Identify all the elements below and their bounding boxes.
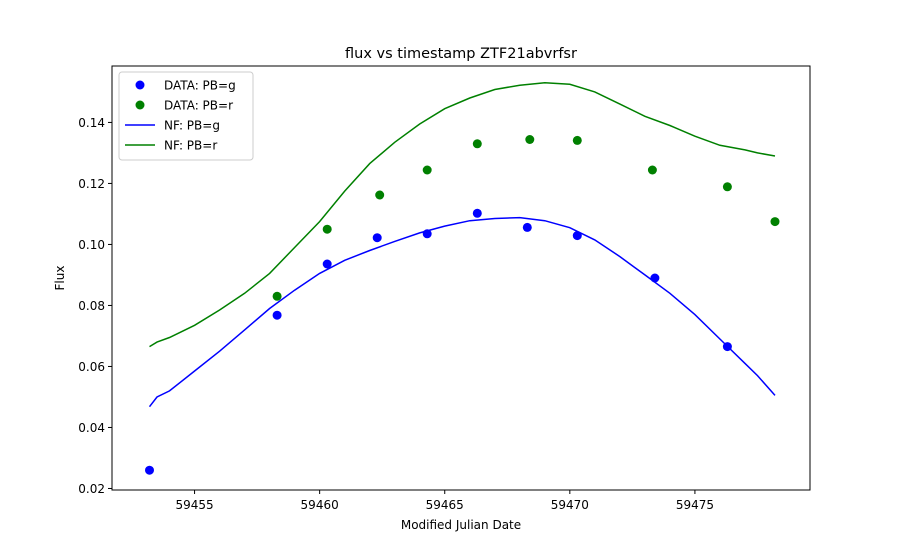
series-line-3 bbox=[149, 82, 776, 348]
y-tick-label-1: 0.04 bbox=[78, 421, 105, 435]
data-point-0-7 bbox=[572, 231, 582, 241]
legend-marker-1 bbox=[135, 100, 145, 110]
data-point-0-6 bbox=[522, 222, 532, 232]
data-point-1-9 bbox=[770, 217, 780, 227]
legend: DATA: PB=g DATA: PB=r NF: PB=g NF: PB=r bbox=[118, 71, 254, 161]
chart-title: flux vs timestamp ZTF21abvrfsr bbox=[345, 46, 577, 62]
data-point-1-6 bbox=[572, 135, 582, 145]
data-point-0-8 bbox=[650, 273, 660, 283]
data-point-1-2 bbox=[375, 190, 385, 200]
data-point-0-3 bbox=[372, 233, 382, 243]
x-axis-label: Modified Julian Date bbox=[401, 518, 521, 532]
y-axis-label: Flux bbox=[53, 266, 67, 291]
legend-marker-0 bbox=[135, 80, 145, 90]
data-point-0-4 bbox=[422, 229, 432, 239]
legend-frame bbox=[118, 71, 254, 161]
y-tick-label-5: 0.12 bbox=[78, 177, 105, 191]
y-tick-label-2: 0.06 bbox=[78, 360, 105, 374]
data-point-0-0 bbox=[145, 465, 154, 475]
legend-label-2: NF: PB=g bbox=[164, 119, 220, 133]
x-tick-label-2: 59465 bbox=[426, 498, 464, 512]
plot-area bbox=[145, 82, 780, 475]
y-tick-label-0: 0.02 bbox=[78, 482, 105, 496]
y-axis: 0.02 0.04 0.06 0.08 0.10 0.12 0.14 bbox=[78, 116, 112, 496]
data-point-1-8 bbox=[722, 182, 732, 192]
plot-frame bbox=[111, 65, 811, 491]
data-point-1-4 bbox=[472, 139, 482, 149]
data-point-0-5 bbox=[472, 208, 482, 218]
data-point-1-5 bbox=[525, 135, 535, 144]
legend-label-0: DATA: PB=g bbox=[164, 79, 236, 93]
data-point-0-1 bbox=[272, 310, 282, 320]
data-point-1-3 bbox=[422, 165, 432, 175]
x-tick-label-0: 59455 bbox=[175, 498, 213, 512]
y-tick-label-3: 0.08 bbox=[78, 299, 105, 313]
x-tick-label-3: 59470 bbox=[551, 498, 589, 512]
legend-label-1: DATA: PB=r bbox=[164, 99, 233, 113]
y-tick-label-6: 0.14 bbox=[78, 116, 105, 130]
data-point-0-9 bbox=[722, 342, 732, 352]
data-point-1-7 bbox=[647, 165, 657, 175]
y-tick-label-4: 0.10 bbox=[78, 238, 105, 252]
x-axis: 59455 59460 59465 59470 59475 bbox=[175, 490, 714, 512]
data-point-1-1 bbox=[322, 224, 332, 234]
data-point-1-0 bbox=[272, 291, 282, 301]
x-tick-label-1: 59460 bbox=[301, 498, 339, 512]
series-line-2 bbox=[148, 216, 776, 408]
x-tick-label-4: 59475 bbox=[676, 498, 714, 512]
legend-label-3: NF: PB=r bbox=[164, 139, 217, 153]
data-point-0-2 bbox=[322, 259, 332, 269]
